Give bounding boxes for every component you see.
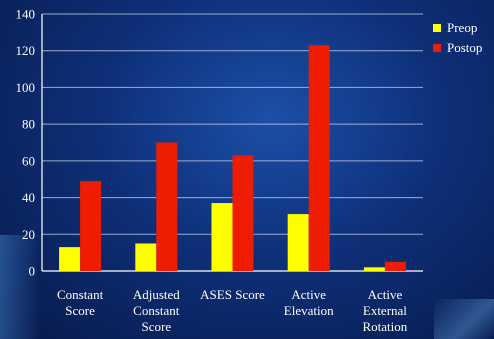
x-category-label: Adjusted Constant Score [133,287,180,334]
y-tick-label: 100 [16,80,36,95]
y-tick-label: 60 [22,153,35,168]
bar-preop [135,243,157,271]
legend-swatch-preop [433,24,441,32]
legend-label-postop: Postop [447,40,482,55]
x-category-label: Constant Score [57,287,104,318]
x-category-label: Active External Rotation [363,287,408,334]
y-tick-label: 140 [16,7,36,22]
bar-preop [363,267,385,271]
y-tick-label: 0 [29,264,36,279]
bar-preop [59,247,81,271]
y-tick-label: 80 [22,117,35,132]
decorative-glow [0,235,40,339]
y-tick-label: 20 [22,227,35,242]
bar-postop [80,181,102,271]
bar-postop [156,142,178,271]
bar-preop [287,214,309,271]
bar-preop [211,203,233,271]
x-category-label: ASES Score [200,287,265,302]
bar-postop [308,45,330,272]
legend-swatch-postop [433,44,441,52]
bar-postop [384,261,406,271]
decorative-streak [434,299,494,339]
y-tick-label: 40 [22,190,35,205]
x-category-label: Active Elevation [284,287,334,318]
y-tick-label: 120 [16,43,36,58]
legend-label-preop: Preop [447,20,477,35]
bar-postop [232,155,254,271]
